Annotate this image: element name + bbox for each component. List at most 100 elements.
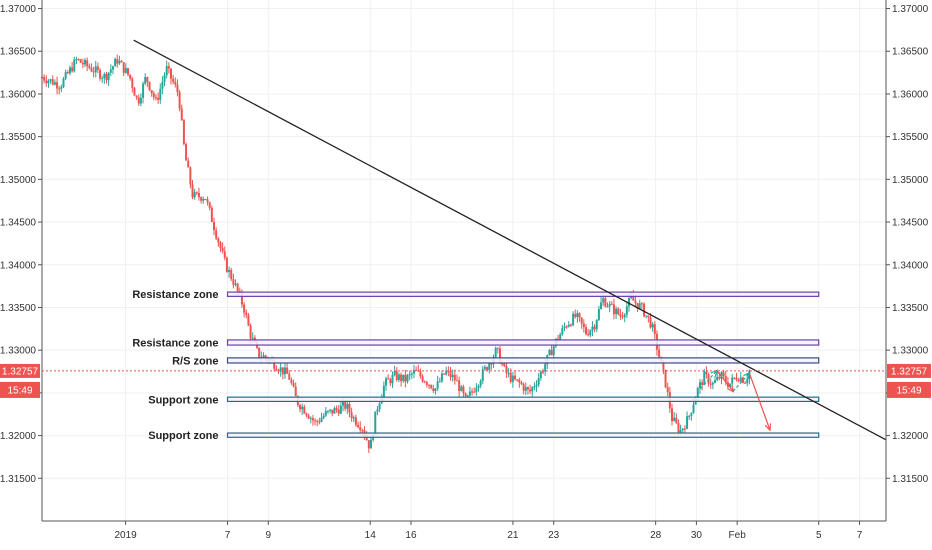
candle-body	[516, 379, 519, 381]
candle-body	[610, 303, 613, 305]
candle-body	[309, 418, 312, 420]
candle-body	[290, 379, 293, 384]
candle-body	[400, 374, 403, 382]
candle-body	[122, 62, 125, 73]
candle-body	[615, 308, 618, 315]
candle-body	[597, 309, 600, 320]
candle-body	[324, 411, 327, 416]
candle-body	[722, 372, 725, 376]
candle-body	[552, 346, 555, 356]
candle-body	[679, 430, 682, 433]
candle-body	[404, 374, 407, 382]
time-tag-left	[0, 381, 40, 398]
candle-body	[77, 59, 80, 61]
candle-body	[526, 387, 529, 390]
y-tick-label-left-4: 1.35000	[0, 175, 36, 186]
x-tick-label-5: 21	[507, 530, 519, 541]
candle-body	[378, 403, 381, 410]
candle-body	[45, 80, 48, 84]
candle-body	[541, 371, 544, 373]
zone-box-0	[226, 291, 820, 297]
candle-body	[279, 367, 282, 372]
candle-body	[137, 97, 140, 104]
candle-body	[567, 324, 570, 327]
candle-body	[299, 405, 302, 410]
candle-body	[129, 74, 132, 79]
candle-body	[412, 369, 415, 374]
candle-body	[647, 315, 650, 318]
y-tick-label-right-2: 1.36000	[892, 89, 929, 100]
candle-body	[333, 408, 336, 414]
candle-body	[434, 388, 437, 391]
candle-body	[221, 248, 224, 252]
candle-body	[208, 202, 211, 208]
candle-body	[393, 371, 396, 376]
candle-body	[120, 60, 123, 63]
y-tick-label-left-8: 1.33000	[0, 346, 36, 357]
zone-label-0: Resistance zone	[132, 289, 218, 301]
candle-body	[490, 363, 493, 365]
y-axis-right-labels: 1.37000 1.36500 1.36000 1.35500 1.35000 1.345…	[892, 4, 929, 485]
candle-body	[522, 384, 525, 391]
candle-body	[314, 420, 317, 422]
candle-body	[716, 376, 719, 381]
candle-body	[154, 97, 157, 99]
candle-body	[369, 439, 372, 449]
trendline-line[interactable]	[133, 39, 887, 441]
candle-body	[731, 377, 734, 384]
candle-body	[385, 378, 388, 386]
candle-body	[714, 380, 717, 383]
candle-body	[544, 364, 547, 372]
candle-body	[105, 73, 108, 81]
candle-body	[701, 382, 704, 385]
candle-body	[178, 92, 181, 109]
candle-body	[219, 242, 222, 249]
candle-body	[501, 363, 504, 365]
candle-body	[643, 303, 646, 317]
y-tick-label-left-7: 1.33500	[0, 303, 36, 314]
price-tag-left-value: 1.32757	[2, 366, 39, 377]
candle-body	[578, 313, 581, 318]
x-tick-label-10: 5	[816, 530, 822, 541]
zone-box-4	[226, 432, 820, 438]
candle-body	[410, 373, 413, 375]
candle-body	[331, 409, 334, 414]
candle-body	[464, 393, 467, 397]
y-axis-left-labels: 1.37000 1.36500 1.36000 1.35500 1.35000 1.345…	[0, 4, 36, 485]
candle-body	[746, 378, 749, 384]
candle-body	[705, 371, 708, 375]
time-tag-right	[887, 381, 931, 398]
candle-body	[402, 374, 405, 382]
projection-segment-1	[716, 370, 733, 391]
candle-body	[481, 369, 484, 381]
price-tag-right	[887, 363, 931, 378]
candle-body	[739, 377, 742, 382]
candle-body	[103, 73, 106, 78]
time-tag-left-value: 15:49	[7, 385, 32, 396]
candle-body	[666, 387, 669, 393]
candle-body	[387, 378, 390, 380]
candle-body	[357, 424, 360, 428]
candle-body	[146, 77, 149, 82]
candle-body	[608, 303, 611, 307]
candle-body	[720, 372, 723, 379]
candle-body	[658, 349, 661, 357]
candle-body	[180, 108, 183, 120]
candle-body	[561, 327, 564, 335]
zone-label-3: Support zone	[148, 394, 218, 406]
candle-body	[157, 97, 160, 100]
candle-body	[486, 367, 489, 371]
trendline[interactable]	[133, 39, 887, 441]
candle-body	[671, 408, 674, 422]
x-tick-label-0: 2019	[114, 530, 137, 541]
candle-body	[335, 408, 338, 410]
candle-body	[240, 292, 243, 305]
candle-body	[724, 375, 727, 383]
candle-body	[711, 382, 714, 385]
candle-body	[408, 373, 411, 376]
candle-body	[591, 326, 594, 331]
candle-body	[81, 62, 84, 65]
candle-body	[584, 327, 587, 335]
y-tick-label-right-11: 1.31500	[892, 474, 929, 485]
